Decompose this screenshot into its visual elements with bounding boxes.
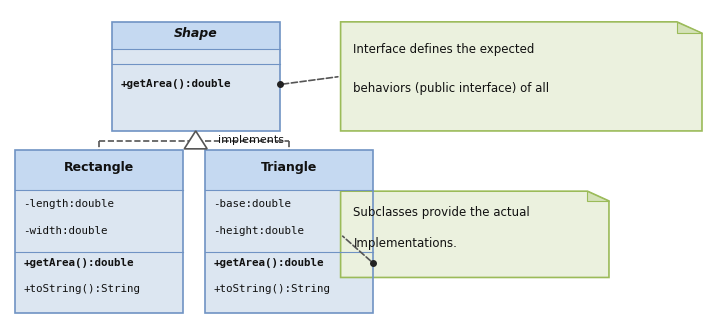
Polygon shape bbox=[677, 22, 702, 33]
FancyBboxPatch shape bbox=[15, 252, 183, 313]
FancyBboxPatch shape bbox=[112, 22, 280, 45]
FancyBboxPatch shape bbox=[112, 49, 280, 64]
Text: Subclasses provide the actual: Subclasses provide the actual bbox=[353, 206, 531, 219]
Polygon shape bbox=[341, 22, 702, 131]
Polygon shape bbox=[587, 191, 609, 201]
FancyBboxPatch shape bbox=[15, 190, 183, 252]
Text: +toString():String: +toString():String bbox=[213, 284, 331, 294]
Text: +toString():String: +toString():String bbox=[24, 284, 141, 294]
Text: -height:double: -height:double bbox=[213, 226, 304, 236]
FancyBboxPatch shape bbox=[112, 45, 280, 49]
FancyBboxPatch shape bbox=[204, 150, 373, 185]
FancyBboxPatch shape bbox=[112, 64, 280, 131]
Text: +getArea():double: +getArea():double bbox=[213, 258, 324, 268]
FancyBboxPatch shape bbox=[204, 190, 373, 252]
Text: +getArea():double: +getArea():double bbox=[120, 79, 231, 90]
Text: Shape: Shape bbox=[174, 27, 217, 40]
Text: -base:double: -base:double bbox=[213, 199, 291, 209]
Text: implements: implements bbox=[218, 135, 284, 145]
Polygon shape bbox=[184, 131, 207, 149]
FancyBboxPatch shape bbox=[15, 150, 183, 185]
Text: Rectangle: Rectangle bbox=[64, 162, 134, 175]
Text: Interface defines the expected: Interface defines the expected bbox=[353, 43, 535, 56]
Text: Implementations.: Implementations. bbox=[353, 237, 457, 250]
FancyBboxPatch shape bbox=[204, 252, 373, 313]
Polygon shape bbox=[341, 191, 609, 278]
Text: -width:double: -width:double bbox=[24, 226, 108, 236]
Text: behaviors (public interface) of all: behaviors (public interface) of all bbox=[353, 81, 550, 95]
FancyBboxPatch shape bbox=[204, 185, 373, 190]
FancyBboxPatch shape bbox=[15, 185, 183, 190]
Text: Triangle: Triangle bbox=[260, 162, 317, 175]
Text: +getArea():double: +getArea():double bbox=[24, 258, 134, 268]
Text: -length:double: -length:double bbox=[24, 199, 115, 209]
